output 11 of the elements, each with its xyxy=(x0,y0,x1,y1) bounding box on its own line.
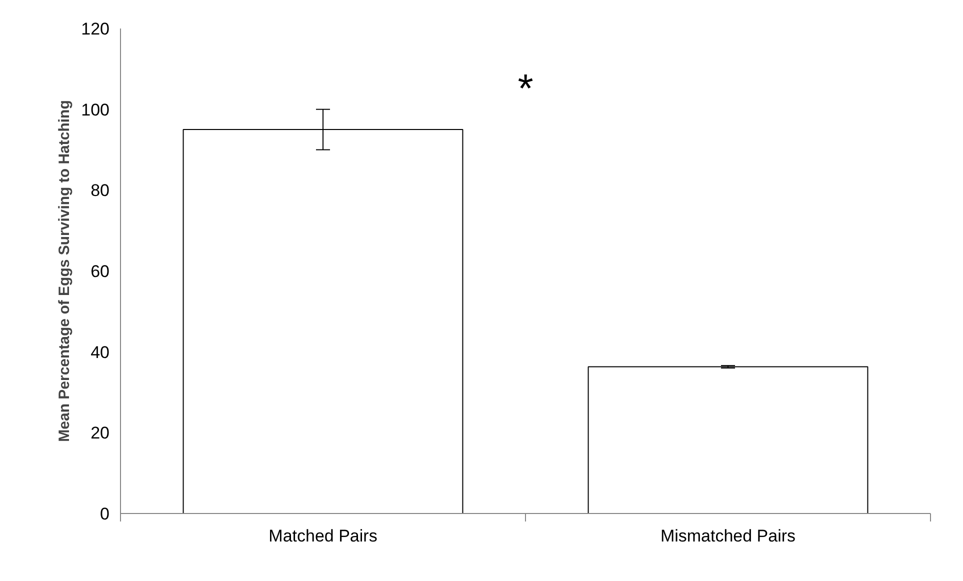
y-tick-label: 40 xyxy=(90,342,110,362)
y-tick-label: 120 xyxy=(81,20,110,38)
x-tick-label: Matched Pairs xyxy=(268,526,378,546)
y-tick-label: 100 xyxy=(81,100,110,120)
annotation: * xyxy=(518,66,534,111)
y-tick-label: 60 xyxy=(90,262,110,281)
x-tick-label: Mismatched Pairs xyxy=(660,526,796,546)
y-tick-label: 80 xyxy=(90,181,110,200)
y-tick-label: 0 xyxy=(100,504,110,524)
y-tick-label: 20 xyxy=(90,424,110,443)
y-axis-title: Mean Percentage of Eggs Surviving to Hatching xyxy=(56,100,74,442)
